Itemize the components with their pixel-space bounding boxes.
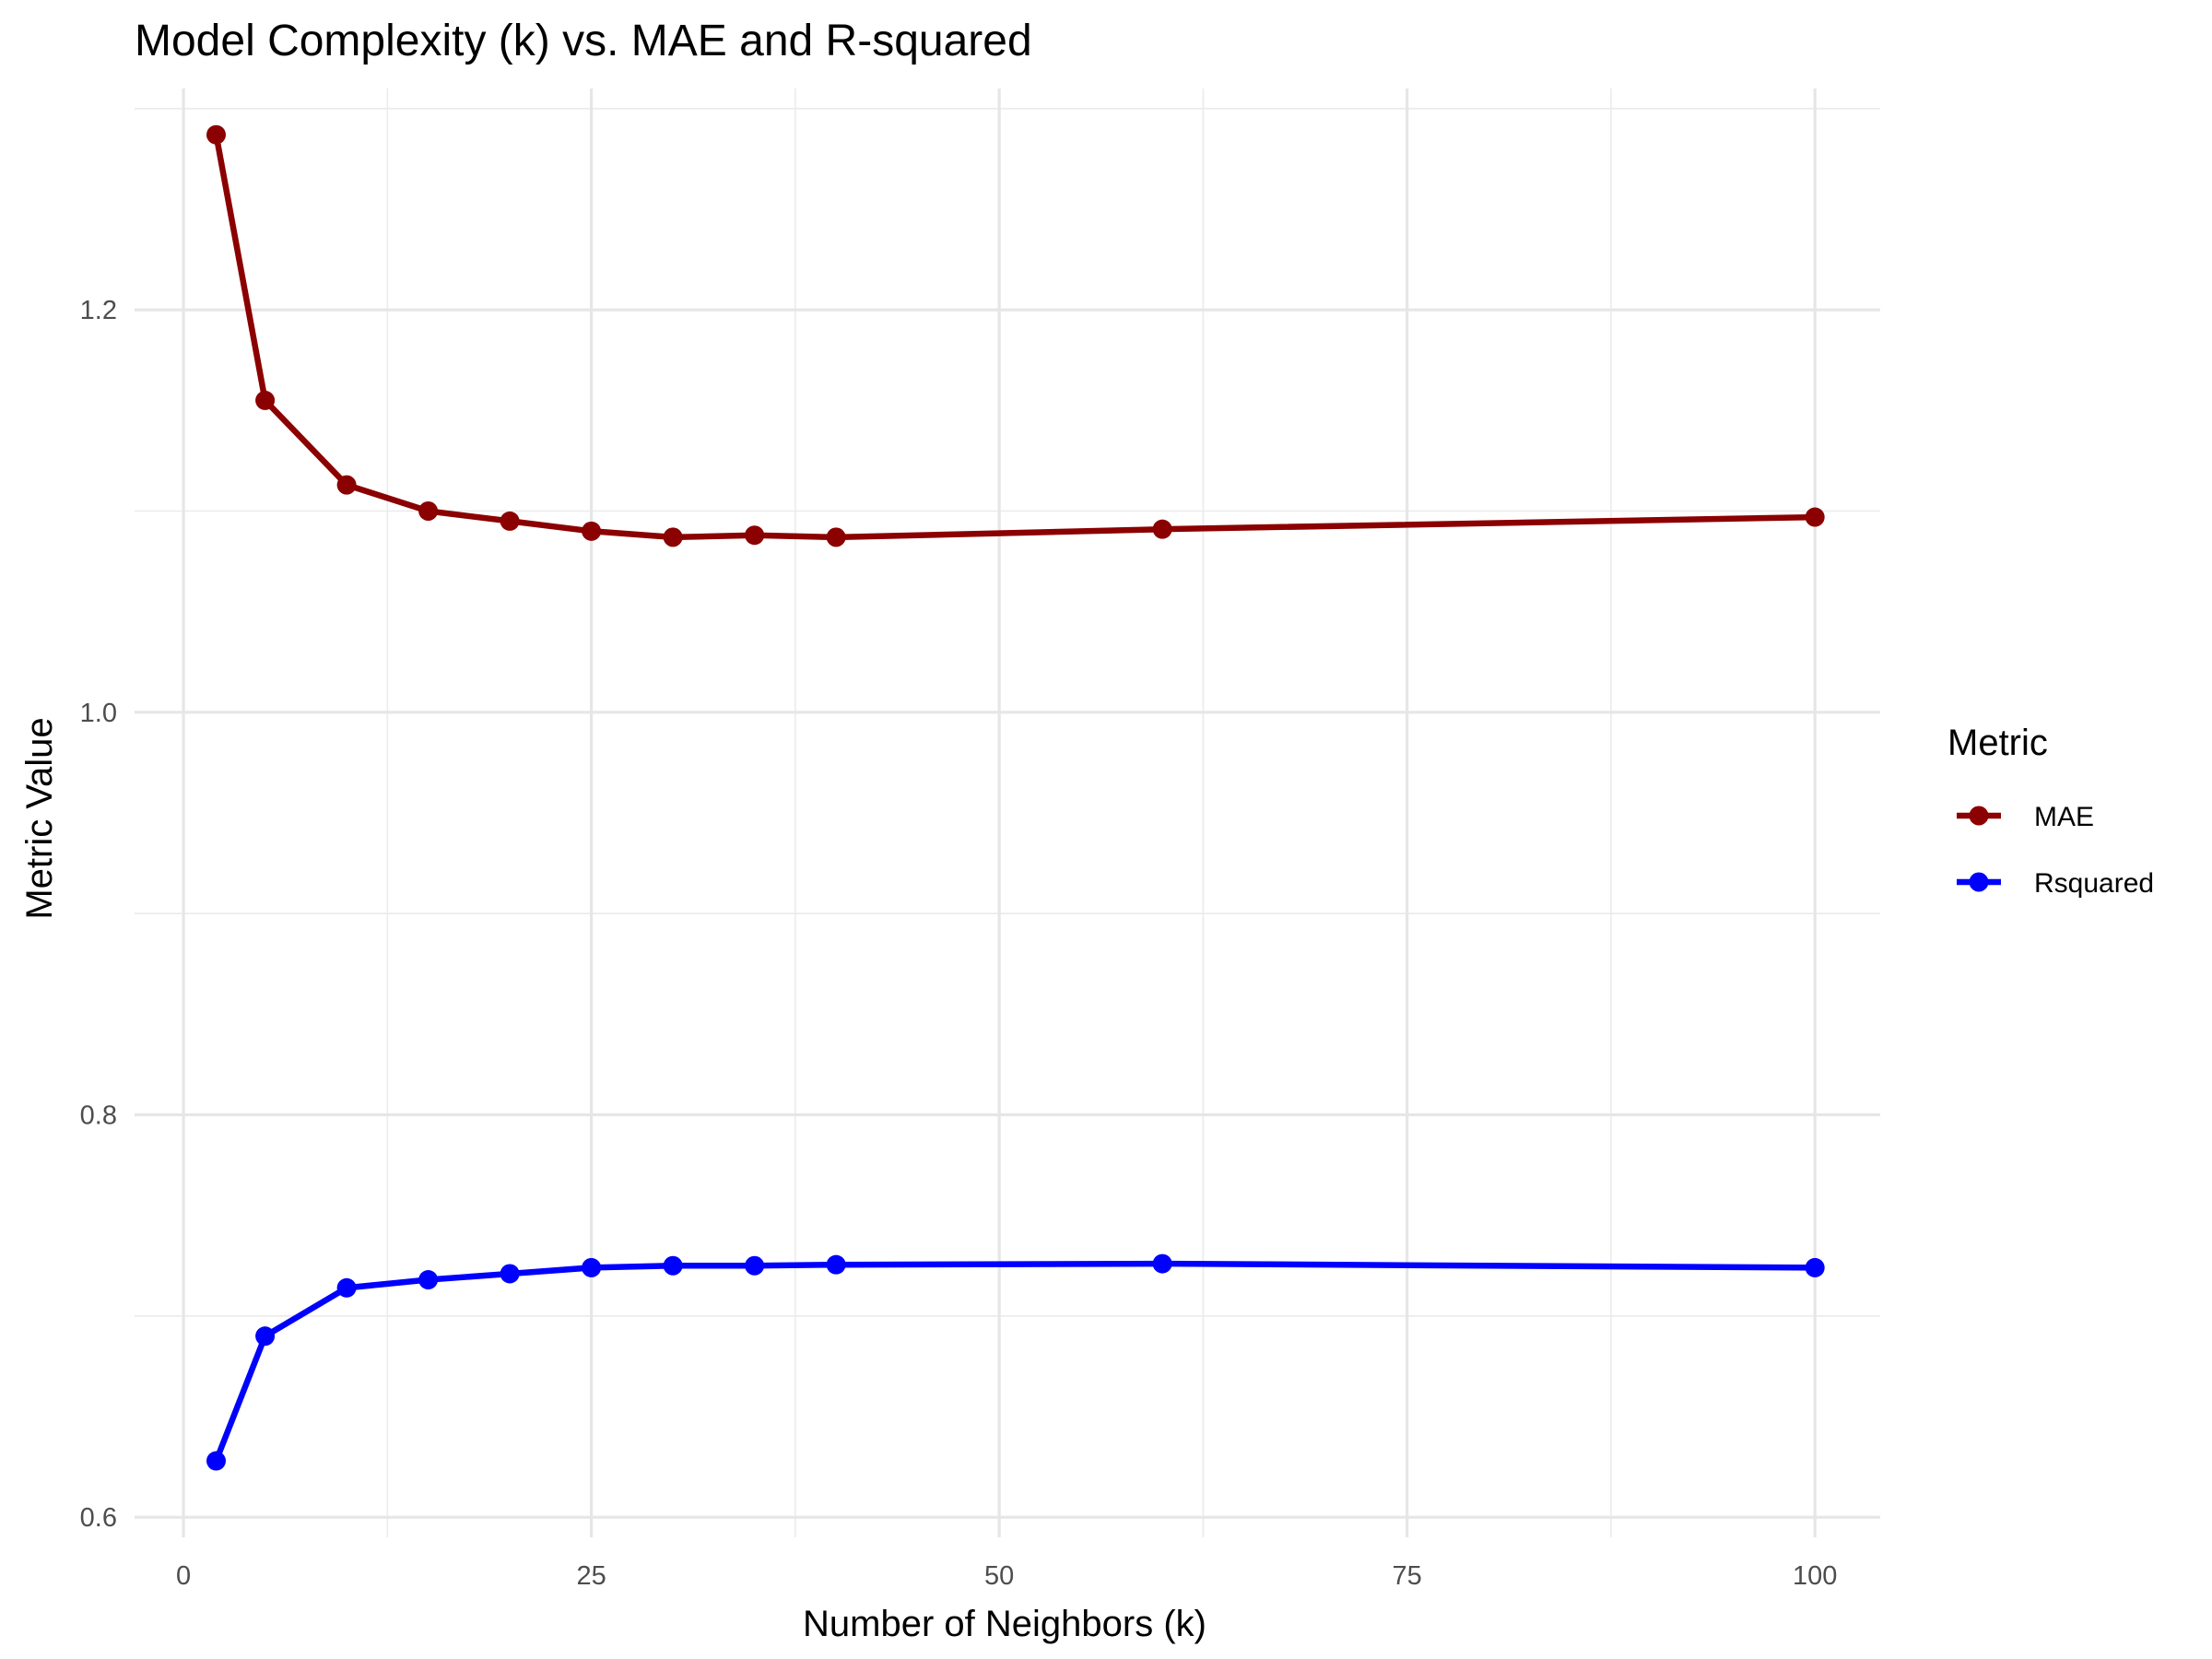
legend-label-mae: MAE (2034, 802, 2094, 832)
point-rsquared (826, 1254, 846, 1275)
point-rsquared (500, 1264, 520, 1284)
y-axis-title: Metric Value (19, 717, 60, 919)
x-tick-label: 100 (1793, 1561, 1837, 1591)
legend-label-rsquared: Rsquared (2034, 868, 2154, 899)
point-mae (500, 511, 520, 531)
point-mae (826, 527, 846, 547)
point-rsquared (582, 1257, 602, 1277)
x-tick-label: 0 (176, 1561, 191, 1591)
legend-key-point-mae (1969, 806, 1989, 826)
point-mae (745, 525, 765, 546)
point-rsquared (206, 1451, 227, 1471)
major-gridlines (135, 88, 1880, 1537)
x-tick-label: 25 (576, 1561, 606, 1591)
y-tick-label: 0.6 (80, 1503, 117, 1533)
point-mae (418, 501, 439, 521)
point-rsquared (663, 1255, 683, 1276)
point-rsquared (255, 1326, 276, 1347)
series-layer (206, 124, 1825, 1471)
point-mae (663, 527, 683, 547)
point-mae (1152, 519, 1172, 539)
y-tick-label: 1.2 (80, 296, 117, 325)
point-mae (336, 475, 357, 495)
point-rsquared (418, 1270, 439, 1290)
point-mae (255, 390, 276, 410)
x-tick-label: 50 (984, 1561, 1014, 1591)
point-rsquared (745, 1255, 765, 1276)
y-tick-label: 0.8 (80, 1101, 117, 1131)
chart-title: Model Complexity (k) vs. MAE and R-squar… (135, 17, 1032, 65)
legend-key-point-rsquared (1969, 872, 1989, 892)
point-mae (582, 521, 602, 541)
point-rsquared (1152, 1253, 1172, 1274)
point-mae (206, 124, 227, 145)
point-rsquared (1805, 1257, 1825, 1277)
tick-labels: 0 25 50 75 100 0.6 0.8 1.0 1.2 (80, 296, 1838, 1591)
point-rsquared (336, 1277, 357, 1298)
legend-title: Metric (1947, 723, 2048, 763)
x-axis-title: Number of Neighbors (k) (803, 1604, 1206, 1644)
legend: Metric MAE Rsquared (1947, 723, 2154, 899)
point-mae (1805, 507, 1825, 527)
x-tick-label: 75 (1393, 1561, 1422, 1591)
y-tick-label: 1.0 (80, 699, 117, 728)
